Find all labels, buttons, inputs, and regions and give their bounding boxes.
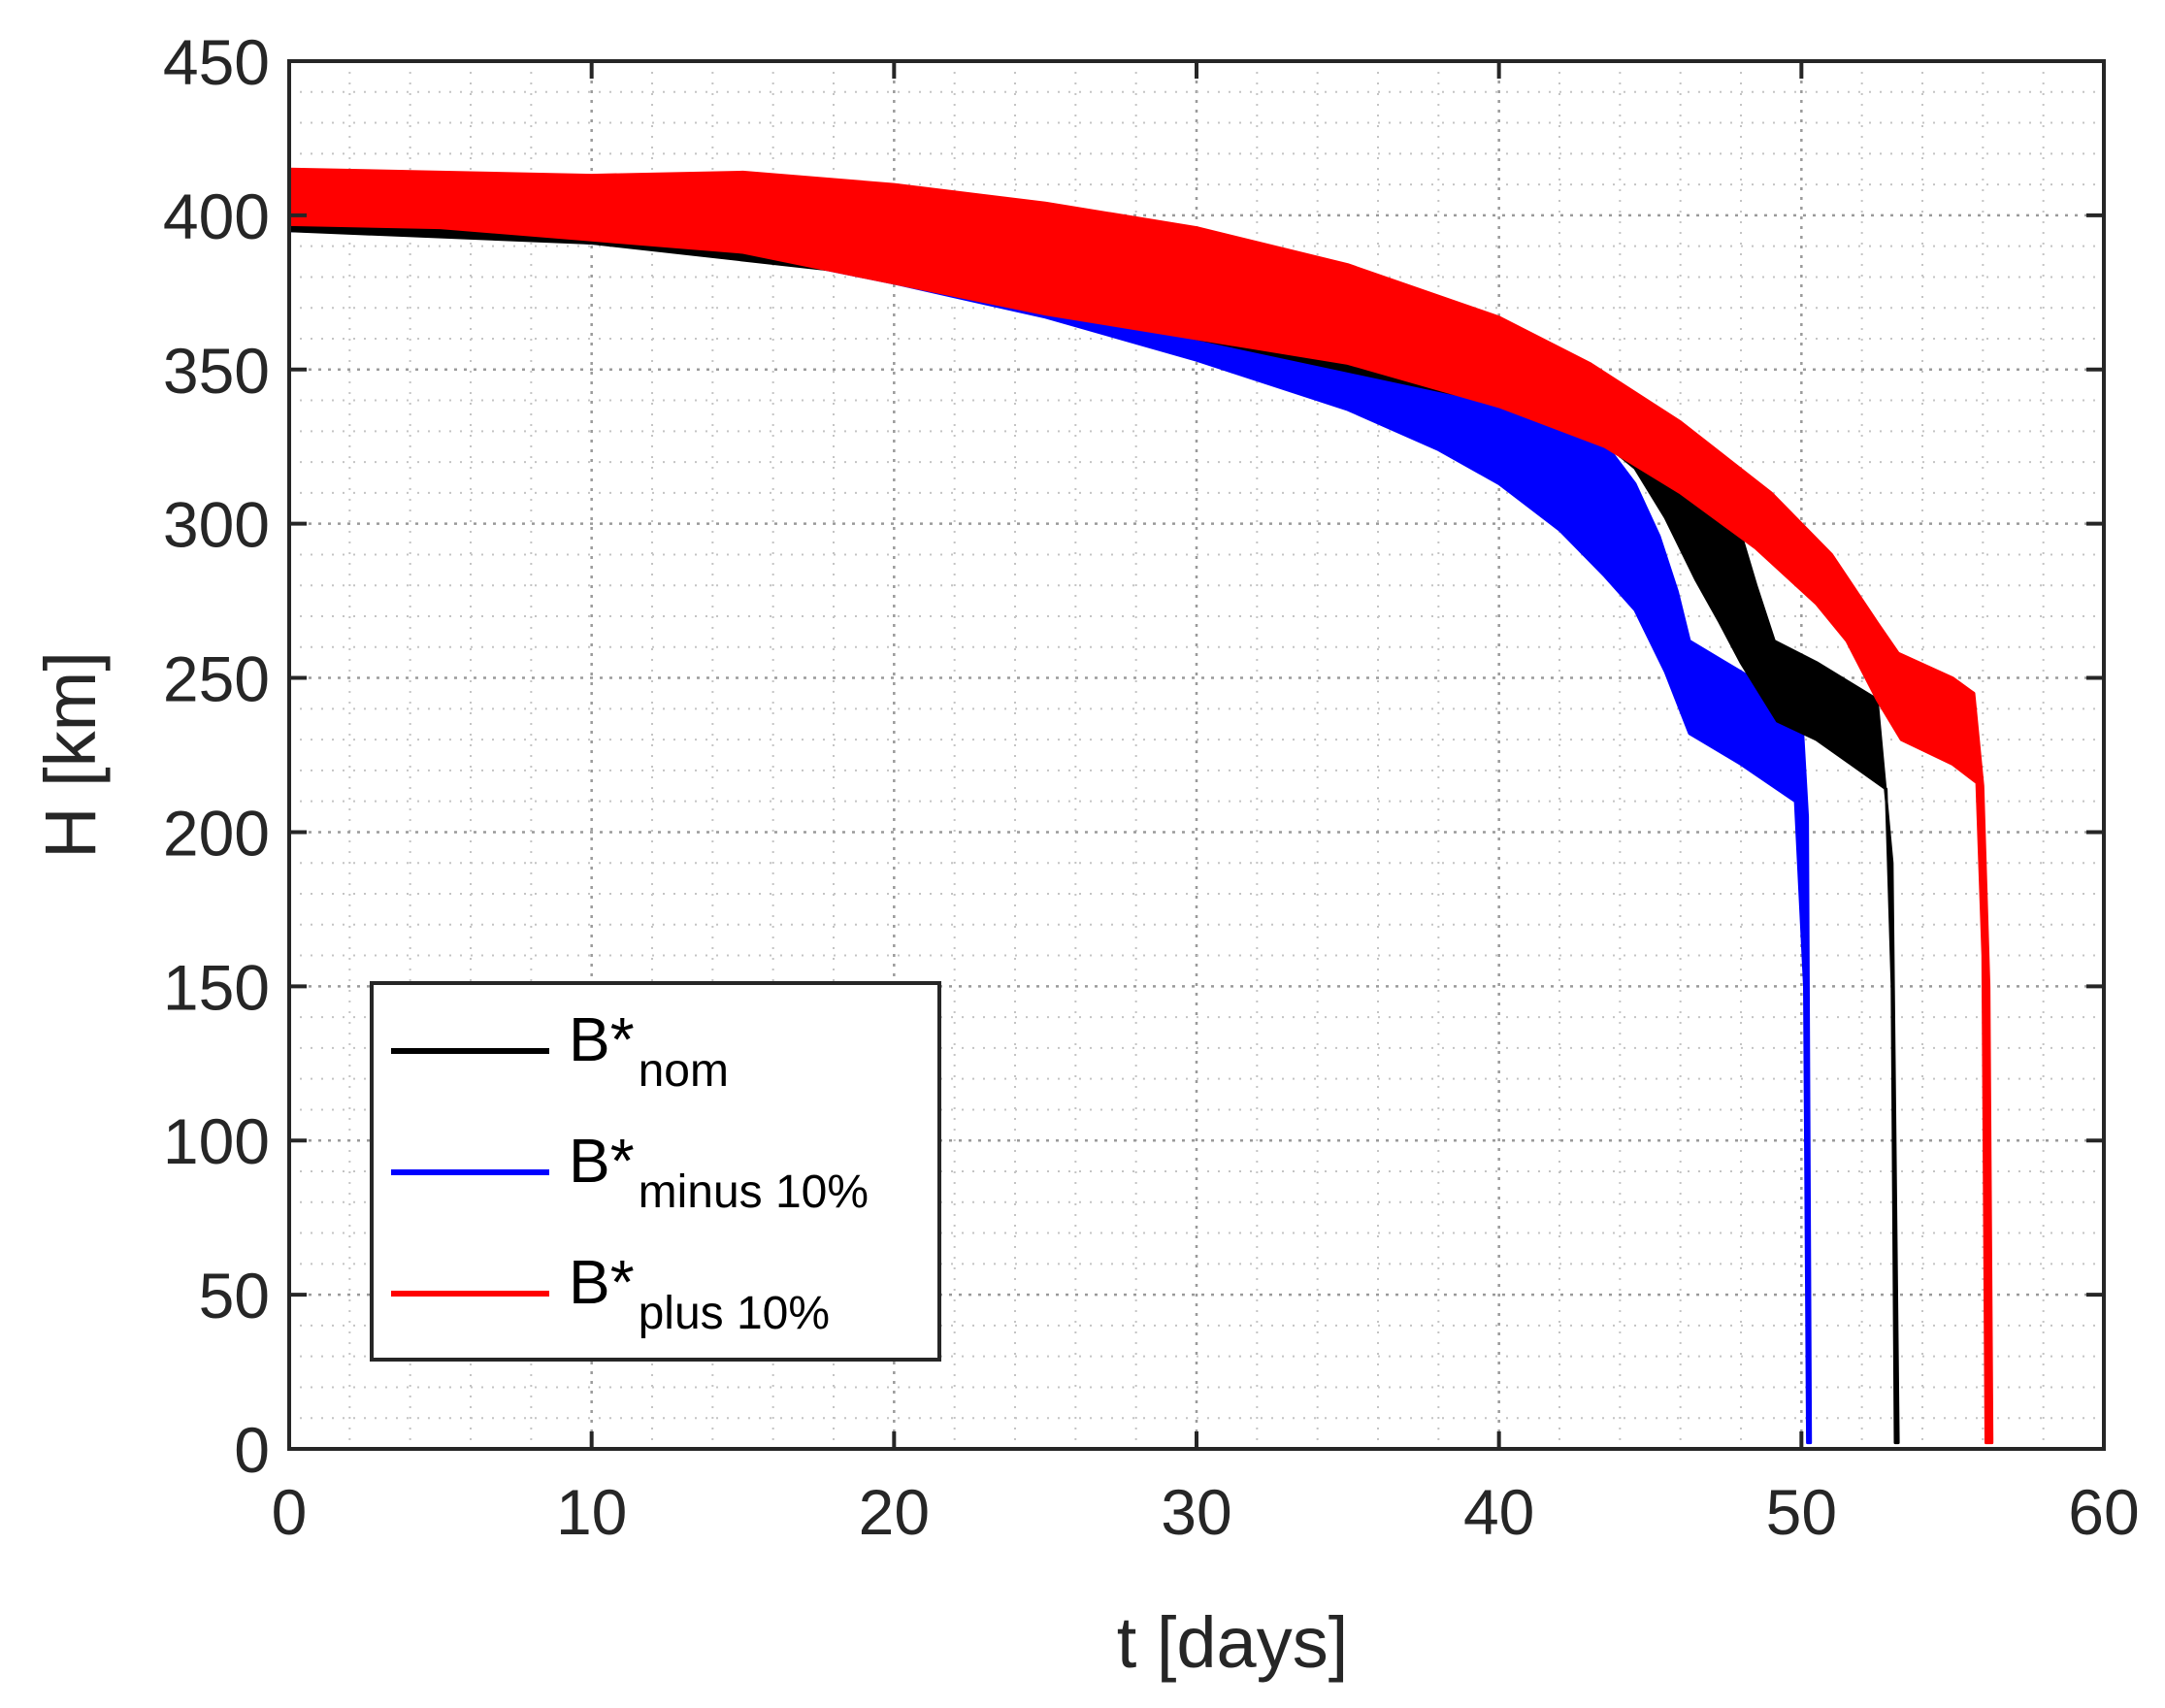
legend-label-plus: B*plus 10%	[569, 1247, 830, 1339]
x-tick-label: 10	[556, 1476, 627, 1548]
legend-label-plus-base: B*	[569, 1247, 635, 1317]
legend: B*nom B*minus 10% B*plus 10%	[370, 981, 941, 1362]
x-tick-label: 30	[1161, 1476, 1231, 1548]
y-tick-label: 100	[163, 1105, 270, 1177]
series-band-plus-10	[289, 167, 1994, 1445]
legend-label-minus: B*minus 10%	[569, 1126, 869, 1218]
x-tick-label: 40	[1463, 1476, 1534, 1548]
legend-label-minus-sub: minus 10%	[639, 1166, 869, 1218]
y-tick-label: 300	[163, 489, 270, 561]
x-axis-title: t [days]	[1117, 1602, 1349, 1683]
y-tick-label: 150	[163, 951, 270, 1023]
legend-label-plus-sub: plus 10%	[639, 1288, 830, 1339]
x-tick-label: 60	[2068, 1476, 2139, 1548]
ticks	[287, 59, 2106, 1451]
y-tick-label: 50	[199, 1260, 270, 1331]
legend-label-nom: B*nom	[569, 1004, 729, 1097]
x-tick-label: 20	[859, 1476, 930, 1548]
y-tick-label: 200	[163, 797, 270, 869]
legend-label-nom-sub: nom	[639, 1045, 729, 1097]
legend-label-nom-base: B*	[569, 1004, 635, 1074]
series-layer	[289, 167, 1994, 1445]
y-tick-label: 0	[234, 1414, 270, 1486]
y-tick-label: 350	[163, 335, 270, 407]
y-tick-label: 400	[163, 181, 270, 252]
y-tick-label: 250	[163, 643, 270, 715]
x-tick-label: 0	[272, 1476, 308, 1548]
x-tick-label: 50	[1766, 1476, 1837, 1548]
y-tick-label: 450	[163, 26, 270, 98]
tick-labels: 0 10 20 30 40 50 60 0 50 100 150 200 250 300 350 400 450	[163, 26, 2140, 1548]
legend-label-minus-base: B*	[569, 1126, 635, 1196]
y-axis-title: H [km]	[30, 651, 111, 859]
